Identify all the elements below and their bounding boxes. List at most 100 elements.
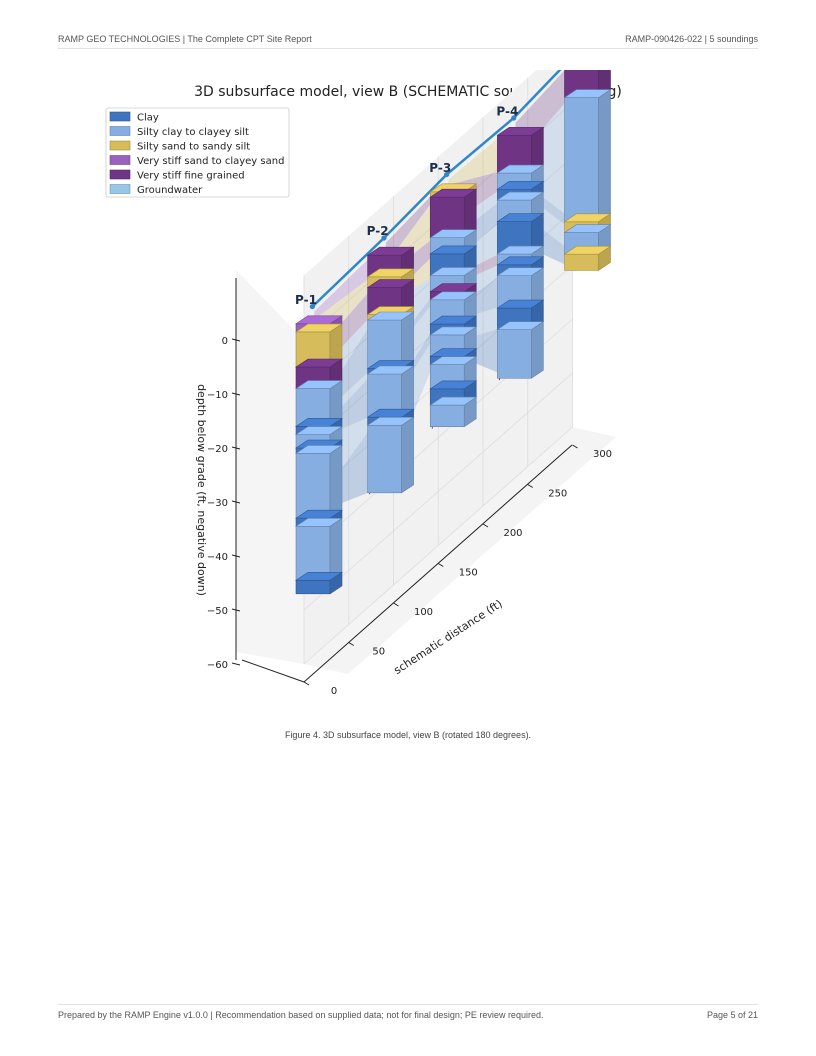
sounding-labels: P-1P-2P-3P-4P-5 [295, 104, 518, 307]
subsurface-3d-chart: 3D subsurface model, view B (SCHEMATIC s… [105, 70, 622, 697]
layer-top-face [563, 224, 612, 233]
layer-top-face [496, 256, 545, 266]
layer-top-face [366, 311, 415, 321]
x-tick-label: 300 [593, 449, 612, 460]
footer-left: Prepared by the RAMP Engine v1.0.0 | Rec… [58, 1010, 544, 1020]
z-tick-mark [231, 554, 241, 558]
legend-swatch [109, 111, 131, 122]
header-right: RAMP-090426-022 | 5 soundings [625, 34, 758, 44]
sounding-columns [295, 70, 612, 595]
layer-top-face [429, 267, 478, 276]
legend-swatch [109, 140, 131, 151]
x-tick-label: 50 [372, 647, 385, 658]
layer-front-face [564, 253, 599, 271]
chart-axes [235, 278, 573, 683]
water-table-marker [444, 171, 450, 178]
z-tick-mark [231, 608, 241, 612]
page-footer: Prepared by the RAMP Engine v1.0.0 | Rec… [58, 1004, 758, 1020]
layer-top-face [295, 323, 343, 333]
water-table-marker [381, 235, 387, 241]
layer-top-face [429, 396, 478, 406]
layer-top-face [366, 268, 415, 278]
z-axis-label: depth below grade (ft, negative down) [195, 384, 208, 596]
legend-label: Silty clay to clayey silt [137, 127, 249, 138]
z-tick-label: −10 [207, 390, 228, 401]
x-tick-mark [393, 602, 399, 607]
stratum-ribbon [515, 94, 572, 219]
sounding-column-p-4 [496, 126, 545, 379]
layer-front-face [367, 424, 402, 494]
legend-label: Silty sand to sandy silt [137, 142, 250, 153]
layer-top-face [496, 245, 545, 255]
layer-top-face [496, 267, 545, 276]
x-axis-line [303, 444, 573, 683]
layer-top-face [295, 358, 343, 368]
z-tick-label: −40 [207, 552, 228, 563]
sounding-label: P-2 [367, 224, 389, 238]
z-tick-label: 0 [222, 336, 228, 347]
stratum-ribbon [385, 189, 438, 265]
layer-top-face [496, 126, 545, 136]
layer-side-face [401, 416, 414, 494]
legend-box [105, 107, 290, 198]
x-tick-label: 150 [459, 568, 478, 579]
legend-swatch [109, 169, 131, 180]
layer-top-face [295, 571, 343, 581]
layer-front-face [497, 329, 532, 379]
layer-side-face [329, 444, 343, 519]
stratum-ribbon [448, 326, 505, 376]
layer-side-face [401, 311, 414, 370]
layer-top-face [295, 517, 343, 527]
z-tick-mark [231, 500, 241, 504]
z-tick-label: −20 [207, 444, 228, 455]
sounding-column-p-3 [429, 183, 478, 428]
legend-label: Clay [137, 113, 159, 124]
x-tick-mark [348, 642, 355, 646]
layer-top-face [496, 191, 545, 201]
sounding-column-p-5 [563, 70, 612, 271]
floor-edge-line [241, 659, 305, 683]
x-tick-mark [303, 681, 310, 686]
layer-side-face [598, 89, 611, 223]
sounding-label: P-4 [496, 104, 518, 118]
layer-front-face [295, 453, 331, 519]
layer-top-face [429, 326, 478, 336]
layer-top-face [429, 188, 478, 198]
footer-right: Page 5 of 21 [706, 1010, 758, 1020]
layer-top-face [295, 445, 343, 454]
sounding-column-p-1 [295, 315, 343, 595]
layer-top-face [496, 164, 545, 174]
side-pane [236, 270, 304, 664]
layer-top-face [563, 89, 612, 98]
figure-caption: Figure 4. 3D subsurface model, view B (r… [284, 730, 532, 740]
layer-top-face [496, 321, 545, 330]
layer-top-face [429, 315, 478, 325]
stratum-ribbon [314, 252, 375, 320]
legend-label: Groundwater [137, 185, 203, 196]
legend: Clay Silty clay to clayey silt Silty sand … [105, 107, 290, 198]
chart-tick-labels: 0 −10 −20 −30 −40 −50 −60 0 50 100 150 200 250 300 [207, 336, 612, 697]
water-table-marker [309, 303, 315, 310]
layer-top-face [496, 213, 545, 222]
z-tick-label: −30 [207, 498, 228, 509]
layer-top-face [366, 365, 415, 375]
page-header: RAMP GEO TECHNOLOGIES | The Complete CPT… [58, 34, 758, 49]
x-tick-mark [437, 563, 444, 567]
layer-top-face [295, 426, 343, 435]
x-tick-mark [527, 484, 534, 488]
legend-label: Very stiff sand to clayey sand [137, 156, 284, 167]
legend-label: Very stiff fine grained [137, 171, 245, 182]
z-tick-label: −50 [207, 606, 228, 617]
layer-top-face [429, 356, 478, 365]
x-tick-label: 200 [503, 528, 522, 539]
layer-front-face [295, 525, 331, 581]
layer-front-face [429, 404, 465, 428]
layer-top-face [366, 279, 415, 288]
sounding-label: P-1 [295, 293, 317, 307]
layer-front-face [295, 579, 331, 595]
layer-top-face [429, 229, 478, 238]
groundwater-lines [309, 70, 562, 310]
layer-side-face [329, 517, 343, 581]
layer-top-face [496, 299, 545, 309]
z-tick-mark [231, 446, 241, 450]
